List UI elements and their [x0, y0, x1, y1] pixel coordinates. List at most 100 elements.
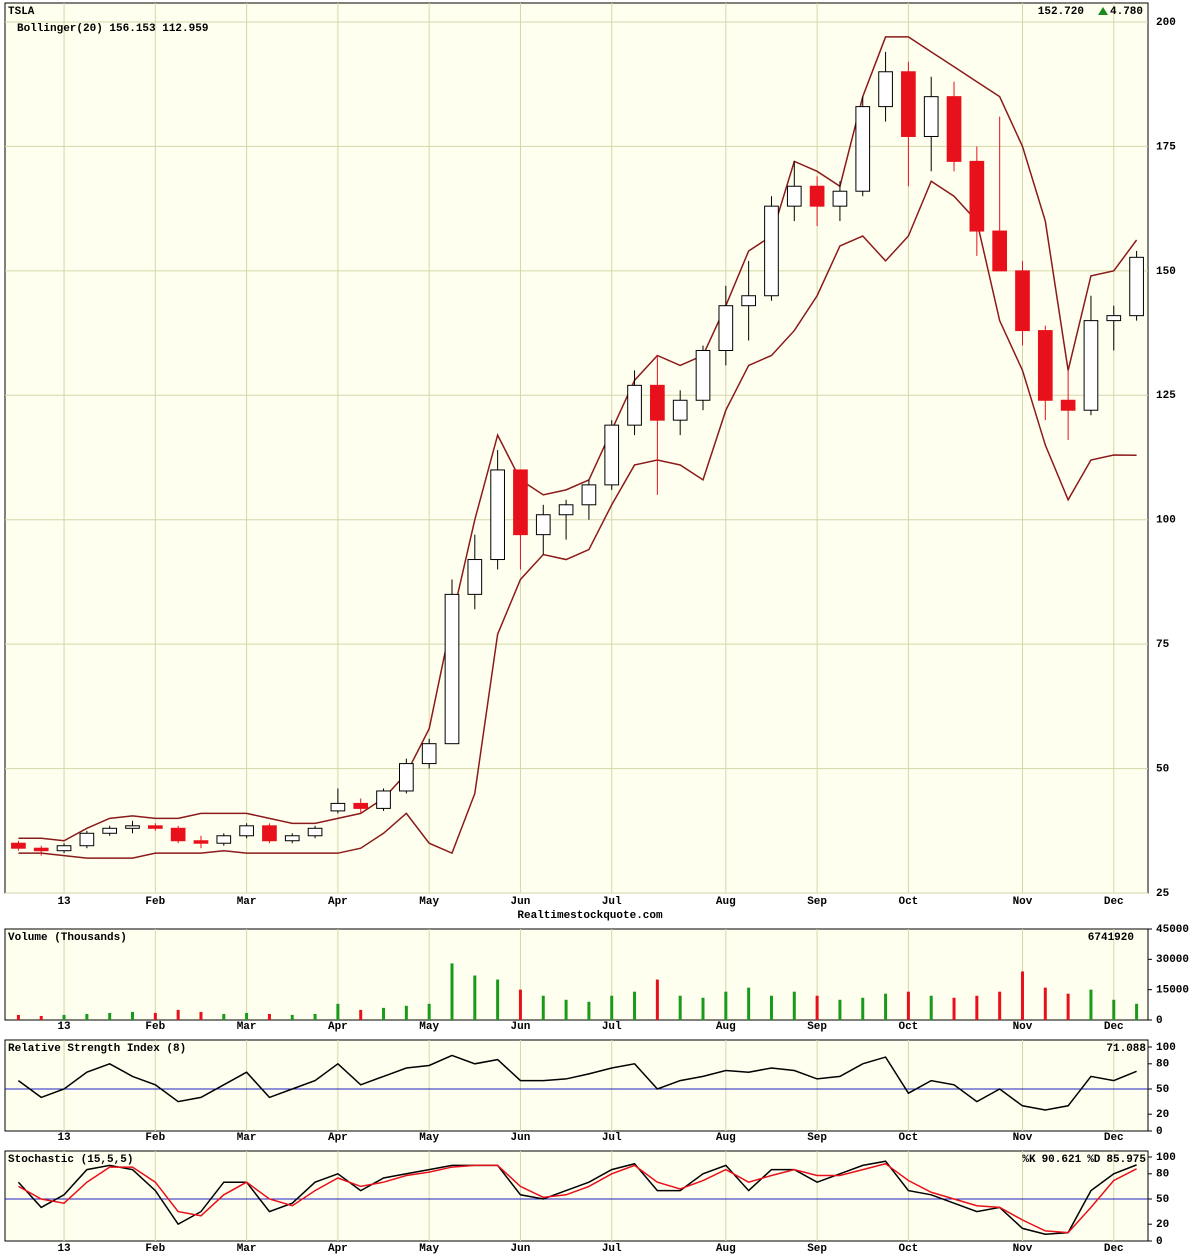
- candle-body: [650, 384, 665, 421]
- panel-background: [4, 928, 1149, 1021]
- volume-bar: [450, 963, 454, 1020]
- x-tick-label: 13: [57, 896, 71, 908]
- y-tick-label: 0: [1156, 1236, 1163, 1248]
- x-tick-label: Oct: [898, 896, 918, 908]
- candle-body: [421, 743, 437, 765]
- panel-title: Volume (Thousands): [8, 932, 127, 944]
- candle-body: [695, 349, 711, 401]
- x-tick-label: May: [419, 1132, 439, 1144]
- volume-bar: [245, 1012, 249, 1020]
- volume-bar: [975, 995, 979, 1020]
- candle-body: [535, 514, 551, 536]
- x-tick-label: 13: [57, 1132, 71, 1144]
- volume-bar: [199, 1011, 203, 1020]
- volume-bar: [1112, 999, 1116, 1020]
- candle-body: [216, 835, 232, 844]
- y-tick-label: 100: [1156, 1042, 1176, 1054]
- volume-bar: [952, 997, 956, 1020]
- volume-bar: [701, 997, 705, 1020]
- candle-body: [307, 827, 323, 837]
- volume-bar: [1066, 993, 1070, 1020]
- last-value: 6741920: [1088, 932, 1134, 944]
- volume-bar: [427, 1003, 431, 1020]
- candle-body: [239, 825, 254, 837]
- volume-bar: [610, 995, 614, 1020]
- candle-body: [786, 185, 802, 207]
- volume-bar: [564, 999, 568, 1020]
- price-change: 4.780: [1110, 6, 1143, 18]
- candle-body: [444, 593, 460, 745]
- last-price: 152.720: [1038, 6, 1084, 18]
- candle-body: [718, 305, 734, 351]
- y-tick-label: 45000: [1156, 924, 1189, 936]
- indicator-legend: Bollinger(20) 156.153 112.959: [17, 23, 208, 35]
- y-tick-label: 30000: [1156, 954, 1189, 966]
- x-tick-label: Mar: [237, 1021, 257, 1033]
- x-tick-label: Apr: [328, 1132, 348, 1144]
- indicator-line: [17, 1160, 1137, 1236]
- candle-body: [946, 96, 962, 162]
- legend-label: %K: [1022, 1154, 1036, 1166]
- y-tick-label: 75: [1156, 639, 1170, 651]
- y-tick-label: 20: [1156, 1109, 1169, 1121]
- candle-body: [878, 71, 893, 108]
- x-tick-label: Feb: [145, 1243, 165, 1255]
- candle-body: [672, 399, 688, 421]
- volume-bar: [359, 1009, 363, 1020]
- panel-title: Stochastic (15,5,5): [8, 1154, 133, 1166]
- x-tick-label: 13: [57, 1021, 71, 1033]
- y-tick-label: 50: [1156, 1084, 1169, 1096]
- volume-bar: [290, 1014, 294, 1020]
- x-tick-label: Aug: [716, 1021, 736, 1033]
- x-tick-label: Feb: [145, 1021, 165, 1033]
- last-value: 71.088: [1106, 1043, 1146, 1055]
- x-tick-label: Mar: [237, 896, 257, 908]
- volume-bar: [267, 1013, 271, 1020]
- candle-body: [901, 71, 916, 137]
- x-tick-label: Jul: [602, 896, 622, 908]
- candle-body: [604, 424, 620, 486]
- volume-bar: [1020, 971, 1024, 1020]
- volume-bar: [153, 1012, 157, 1020]
- bollinger-lower: [18, 180, 1137, 859]
- x-tick-label: Jun: [511, 1021, 531, 1033]
- x-tick-label: Jun: [511, 1132, 531, 1144]
- volume-bar: [131, 1011, 135, 1020]
- candle-body: [832, 190, 848, 207]
- x-tick-label: Sep: [807, 1243, 827, 1255]
- candle-body: [11, 842, 26, 849]
- candle-body: [558, 504, 574, 516]
- y-tick-label: 0: [1156, 1126, 1163, 1138]
- x-tick-label: Mar: [237, 1243, 257, 1255]
- volume-bar: [16, 1014, 20, 1020]
- volume-bar: [176, 1009, 180, 1020]
- x-tick-label: Jul: [602, 1243, 622, 1255]
- y-tick-label: 125: [1156, 390, 1176, 402]
- candle-body: [581, 484, 597, 506]
- candle-body: [855, 106, 871, 192]
- y-tick-label: 25: [1156, 888, 1170, 900]
- legend-value: 90.621: [1042, 1154, 1082, 1166]
- candle-body: [102, 827, 118, 834]
- volume-bar: [496, 979, 500, 1020]
- y-tick-label: 20: [1156, 1219, 1169, 1231]
- volume-bar: [1043, 987, 1047, 1020]
- candle-body: [79, 832, 95, 847]
- volume-bar: [39, 1015, 43, 1020]
- x-tick-label: Aug: [716, 1132, 736, 1144]
- candle-body: [764, 205, 779, 297]
- candle-body: [147, 825, 163, 829]
- y-tick-label: 80: [1156, 1169, 1169, 1181]
- volume-bar: [382, 1007, 386, 1020]
- volume-bar: [906, 991, 910, 1020]
- x-tick-label: Jul: [602, 1132, 622, 1144]
- x-tick-label: Sep: [807, 896, 827, 908]
- candle-body: [923, 96, 939, 137]
- x-tick-label: May: [419, 896, 439, 908]
- panel-background: [4, 2, 1149, 894]
- volume-bar: [678, 995, 682, 1020]
- x-tick-label: May: [419, 1021, 439, 1033]
- x-tick-label: Oct: [898, 1132, 918, 1144]
- candle-body: [125, 825, 140, 829]
